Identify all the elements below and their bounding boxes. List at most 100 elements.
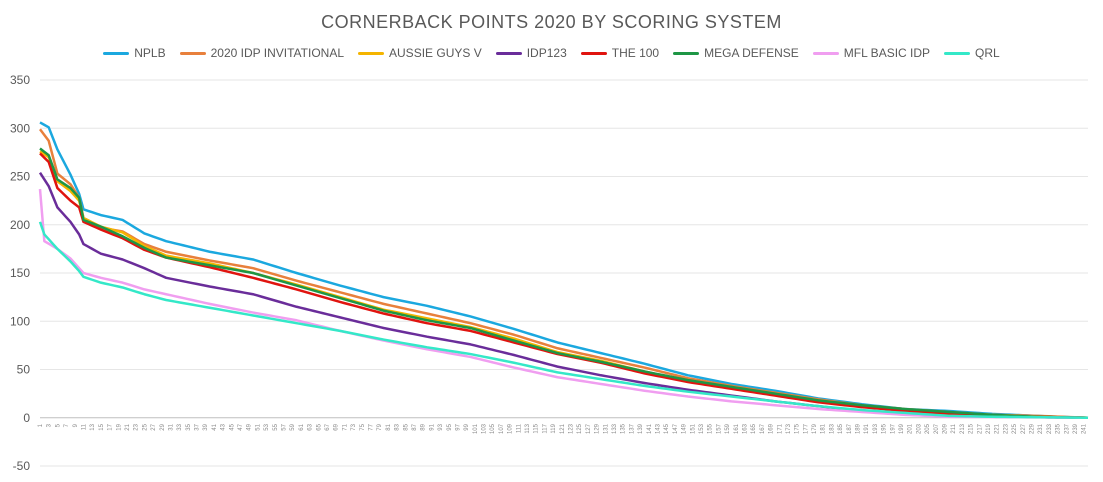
x-tick-label: 67 <box>325 423 331 430</box>
x-tick-label: 15 <box>99 423 105 430</box>
x-tick-label: 143 <box>655 423 661 434</box>
legend-item: QRL <box>944 46 1000 60</box>
x-tick-label: 27 <box>151 423 157 430</box>
x-tick-label: 171 <box>777 423 783 434</box>
x-tick-label: 53 <box>264 423 270 430</box>
x-tick-label: 75 <box>360 423 366 430</box>
x-tick-label: 73 <box>351 423 357 430</box>
x-tick-label: 205 <box>925 423 931 434</box>
legend-item: MEGA DEFENSE <box>673 46 799 60</box>
x-tick-label: 71 <box>342 423 348 430</box>
x-tick-label: 207 <box>934 423 940 434</box>
legend-label: QRL <box>975 46 1000 60</box>
x-tick-label: 197 <box>890 423 896 434</box>
y-tick-label: 150 <box>10 266 30 280</box>
legend-swatch <box>812 51 839 55</box>
x-tick-label: 169 <box>769 423 775 434</box>
x-tick-label: 29 <box>160 423 166 430</box>
x-tick-label: 167 <box>760 423 766 434</box>
x-tick-label: 175 <box>795 423 801 434</box>
x-tick-label: 139 <box>638 423 644 434</box>
x-tick-label: 203 <box>916 423 922 434</box>
x-tick-label: 107 <box>499 423 505 434</box>
legend-item: THE 100 <box>580 46 660 60</box>
legend-item: 2020 IDP INVITATIONAL <box>179 46 344 60</box>
legend-item: MFL BASIC IDP <box>812 46 931 60</box>
x-tick-label: 211 <box>951 423 957 433</box>
x-tick-label: 225 <box>1012 423 1018 434</box>
series-line-qrl <box>38 221 1089 419</box>
legend-label: THE 100 <box>611 46 660 60</box>
x-tick-label: 79 <box>377 423 383 430</box>
x-tick-label: 217 <box>977 423 983 434</box>
x-tick-label: 113 <box>525 423 531 433</box>
x-tick-label: 105 <box>490 423 496 434</box>
x-tick-label: 111 <box>516 423 522 433</box>
legend-swatch <box>495 51 522 55</box>
y-tick-label: 50 <box>17 363 31 377</box>
legend-label: IDP123 <box>526 46 567 60</box>
x-tick-label: 145 <box>664 423 670 434</box>
x-tick-label: 199 <box>899 423 905 434</box>
x-tick-label: 159 <box>725 423 731 434</box>
x-tick-label: 223 <box>1003 423 1009 434</box>
x-tick-label: 161 <box>734 423 740 434</box>
x-tick-label: 9 <box>73 423 79 427</box>
x-tick-label: 87 <box>412 423 418 430</box>
x-tick-label: 141 <box>647 423 653 434</box>
x-tick-label: 33 <box>177 423 183 430</box>
x-tick-label: 95 <box>447 423 453 430</box>
x-tick-label: 165 <box>751 423 757 434</box>
x-tick-label: 163 <box>742 423 748 434</box>
legend-label: NPLB <box>134 46 166 60</box>
y-tick-label: 100 <box>10 314 30 328</box>
legend-swatch <box>358 51 385 55</box>
x-tick-label: 137 <box>629 423 635 434</box>
x-tick-label: 45 <box>229 423 235 430</box>
x-tick-label: 35 <box>186 423 192 430</box>
x-tick-label: 191 <box>864 423 870 434</box>
x-tick-label: 63 <box>308 423 314 430</box>
x-tick-label: 37 <box>195 423 201 430</box>
y-tick-label: 350 <box>10 73 30 87</box>
x-tick-label: 227 <box>1021 423 1027 434</box>
legend-swatch <box>179 51 206 55</box>
x-tick-label: 153 <box>699 423 705 434</box>
x-tick-label: 91 <box>429 423 435 430</box>
x-tick-label: 17 <box>108 423 114 430</box>
x-tick-label: 151 <box>690 423 696 434</box>
x-tick-label: 93 <box>438 423 444 430</box>
x-tick-label: 49 <box>247 423 253 430</box>
x-tick-label: 123 <box>569 423 575 434</box>
x-tick-label: 213 <box>960 423 966 434</box>
x-tick-label: 195 <box>882 423 888 434</box>
x-tick-label: 21 <box>125 423 131 430</box>
x-tick-label: 115 <box>534 423 540 433</box>
x-tick-label: 25 <box>142 423 148 430</box>
legend-swatch <box>944 51 971 55</box>
x-tick-label: 237 <box>1064 423 1070 434</box>
x-tick-label: 13 <box>90 423 96 430</box>
x-tick-label: 47 <box>238 423 244 430</box>
legend-label: MEGA DEFENSE <box>704 46 799 60</box>
x-tick-label: 83 <box>395 423 401 430</box>
x-tick-label: 65 <box>316 423 322 430</box>
x-tick-label: 103 <box>482 423 488 434</box>
chart-title: CORNERBACK POINTS 2020 BY SCORING SYSTEM <box>321 12 782 32</box>
legend-label: MFL BASIC IDP <box>843 46 931 60</box>
x-tick-label: 209 <box>942 423 948 434</box>
x-tick-label: 241 <box>1082 423 1088 434</box>
x-tick-label: 185 <box>838 423 844 434</box>
x-tick-label: 229 <box>1029 423 1035 434</box>
x-tick-label: 133 <box>612 423 618 434</box>
x-tick-label: 187 <box>847 423 853 434</box>
x-tick-label: 31 <box>168 423 174 430</box>
x-tick-label: 41 <box>212 423 218 430</box>
x-tick-label: 77 <box>368 423 374 430</box>
x-tick-label: 149 <box>682 423 688 434</box>
x-tick-label: 109 <box>508 423 514 434</box>
x-tick-label: 155 <box>708 423 714 434</box>
x-tick-label: 57 <box>282 423 288 430</box>
x-tick-label: 61 <box>299 423 305 430</box>
x-tick-label: 135 <box>621 423 627 434</box>
